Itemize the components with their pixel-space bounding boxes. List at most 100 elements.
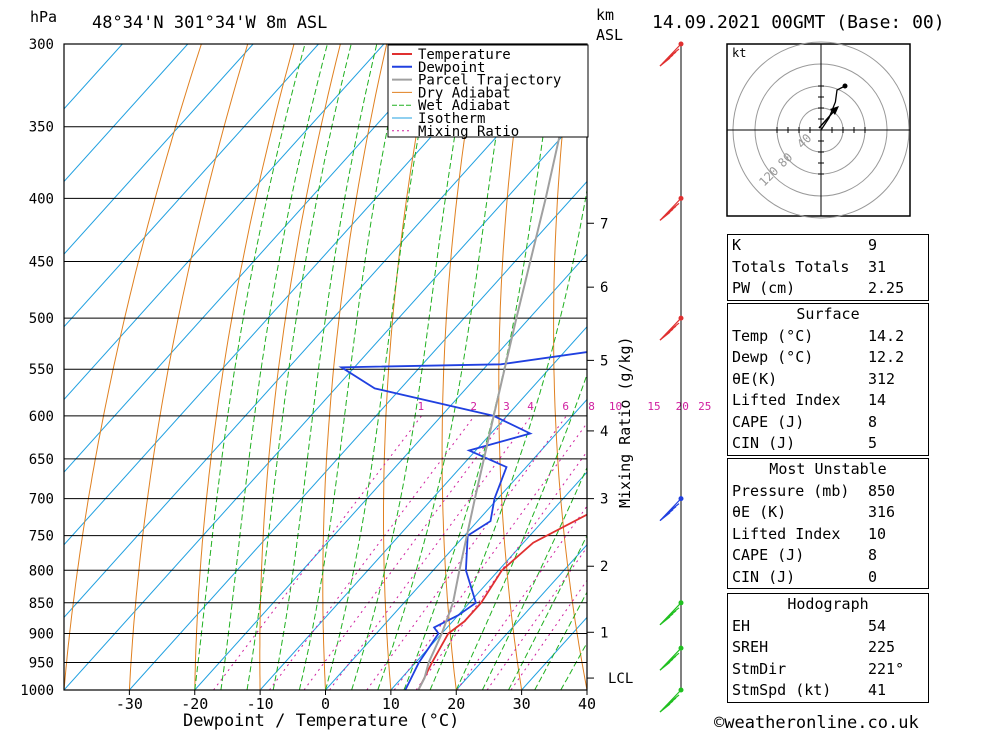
index-value: 31 xyxy=(868,257,887,276)
mixing-ratio-value: 1 xyxy=(417,400,424,413)
height-tick-label: 2 xyxy=(600,559,608,575)
profiles xyxy=(338,44,587,690)
wind-barb xyxy=(659,647,682,671)
index-row: EH 54 xyxy=(728,616,928,638)
index-row: Dewp (°C) 12.2 xyxy=(728,347,928,369)
index-label: Totals Totals xyxy=(732,257,850,276)
index-row: Pressure (mb) 850 xyxy=(728,481,928,503)
indices-hodograph: Hodograph EH 54 SREH 225 StmDir 221° StmSpd… xyxy=(727,593,929,703)
height-unit-asl: ASL xyxy=(596,26,623,44)
x-tick-label: 10 xyxy=(382,695,400,713)
isotherm-line xyxy=(64,44,581,619)
mixing-ratio-value: 6 xyxy=(562,400,569,413)
mixing-ratio-axis-label: Mixing Ratio (g/kg) xyxy=(616,336,634,508)
index-label: CAPE (J) xyxy=(732,546,805,564)
index-row: CAPE (J) 8 xyxy=(728,545,928,567)
wind-barb-flag xyxy=(668,48,680,58)
wind-barb xyxy=(659,498,682,522)
section-title: Most Unstable xyxy=(769,460,887,478)
index-value: 221° xyxy=(868,659,905,678)
index-label: Dewp (°C) xyxy=(732,348,814,366)
section-title: Surface xyxy=(796,305,860,323)
index-value: 8 xyxy=(868,412,878,431)
index-value: 10 xyxy=(868,524,887,543)
index-label: Lifted Index xyxy=(732,524,841,543)
pressure-tick-label: 900 xyxy=(29,626,54,642)
mixing-ratio-value: 15 xyxy=(647,400,660,413)
x-tick-label: -10 xyxy=(247,695,274,713)
pressure-tick-label: 800 xyxy=(29,563,54,579)
dry-adiabat-line xyxy=(943,44,1000,690)
index-value: 0 xyxy=(868,567,878,586)
dry-adiabat-line xyxy=(498,44,527,690)
index-label: K xyxy=(732,236,742,254)
location-title: 48°34'N 301°34'W 8m ASL xyxy=(92,13,327,33)
index-value: 14 xyxy=(868,391,887,409)
pressure-tick-label: 550 xyxy=(29,362,54,378)
index-row: Temp (°C) 14.2 xyxy=(728,326,928,348)
isotherm-line xyxy=(64,44,385,401)
legend-entry: Isotherm xyxy=(418,111,485,127)
legend-entry: Dry Adiabat xyxy=(418,85,511,101)
pressure-tick-label: 350 xyxy=(29,120,54,136)
isotherm-line xyxy=(455,543,587,690)
pressure-tick-label: 1000 xyxy=(20,683,54,699)
mixing-ratio-value: 2 xyxy=(470,400,477,413)
hodograph-unit: kt xyxy=(732,46,746,60)
mixing-ratio-value: 25 xyxy=(698,400,711,413)
mixing-ratio-line xyxy=(510,579,587,690)
storm-motion-vector xyxy=(818,109,836,129)
wind-barb-flag xyxy=(668,607,680,617)
height-tick-label: 4 xyxy=(600,424,608,440)
wind-barb xyxy=(659,317,682,341)
index-value: 12.2 xyxy=(868,348,905,366)
x-tick-label: -20 xyxy=(181,695,208,713)
pressure-tick-label: 850 xyxy=(29,596,54,612)
index-label: Pressure (mb) xyxy=(732,481,850,500)
wind-barb xyxy=(659,43,682,67)
dry-adiabat-line xyxy=(64,44,202,690)
index-label: CAPE (J) xyxy=(732,412,805,431)
height-tick-label: 5 xyxy=(600,353,608,369)
height-tick-label: 6 xyxy=(600,280,608,296)
mixing-ratio-value: 3 xyxy=(503,400,510,413)
pressure-tick-label: 650 xyxy=(29,452,54,468)
index-label: CIN (J) xyxy=(732,434,796,452)
profile-line-dewpoint xyxy=(338,351,587,690)
x-tick-label: 0 xyxy=(321,695,330,713)
wet-adiabat-line xyxy=(508,534,587,690)
height-tick-label: 3 xyxy=(600,492,608,508)
index-label: PW (cm) xyxy=(732,279,796,297)
index-row: Totals Totals 31 xyxy=(728,257,928,279)
dry-adiabat-line xyxy=(658,44,718,690)
index-value: 54 xyxy=(868,616,887,635)
pressure-tick-label: 600 xyxy=(29,409,54,425)
index-label: StmSpd (kt) xyxy=(732,681,832,699)
isotherm-line xyxy=(64,44,189,183)
wind-barb xyxy=(659,197,682,221)
wet-adiabat-line xyxy=(481,466,587,690)
mixing-ratio-value: 20 xyxy=(676,400,689,413)
index-value: 41 xyxy=(868,681,887,699)
wet-adiabat-line xyxy=(377,44,512,690)
profile-line-temperature xyxy=(417,513,587,690)
mixing-ratio-value: 8 xyxy=(588,400,595,413)
mixing-ratio-line xyxy=(303,415,508,690)
index-row: StmSpd (kt) 41 xyxy=(728,680,928,702)
wet-adiabat-line xyxy=(455,373,587,690)
index-value: 2.25 xyxy=(868,279,905,297)
wet-adiabat-line xyxy=(246,44,352,690)
index-value: 9 xyxy=(868,236,878,254)
index-row: CIN (J) 5 xyxy=(728,433,928,455)
isotherm-line xyxy=(64,44,516,546)
mixing-ratio-line xyxy=(329,415,532,690)
x-tick-label: -30 xyxy=(116,695,143,713)
index-row: Lifted Index 14 xyxy=(728,390,928,412)
index-value: 316 xyxy=(868,503,896,521)
index-value: 8 xyxy=(868,546,878,564)
isobars: 300 350 400 450 500 550 600 650 700 750 800 850 900 9… xyxy=(20,37,587,699)
